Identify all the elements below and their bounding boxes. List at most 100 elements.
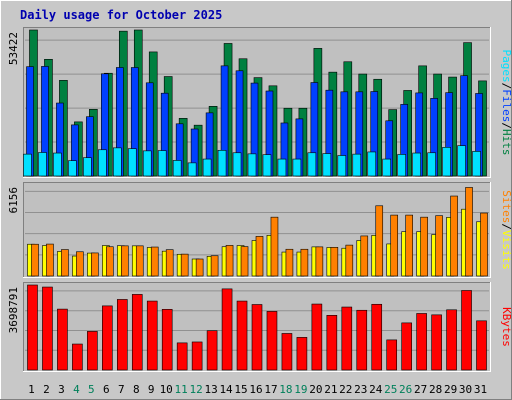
bar-kbytes-day-30 [461, 290, 472, 371]
bar-sites-day-25 [390, 214, 399, 277]
x-tick-label-9: 9 [148, 383, 155, 396]
bar-kbytes-day-24 [371, 303, 383, 371]
legend-part: / [500, 83, 512, 90]
bar-kbytes-day-10 [161, 309, 173, 371]
bar-kbytes-day-11 [176, 342, 188, 371]
bar-sites-day-20 [315, 246, 324, 277]
bar-pages-day-16 [247, 153, 257, 177]
bar-sites-day-2 [46, 243, 54, 277]
bar-kbytes-day-25 [386, 339, 398, 371]
bar-kbytes-day-1 [27, 284, 38, 371]
bars [23, 29, 487, 177]
bar-sites-day-4 [76, 251, 84, 277]
x-tick-label-18: 18 [279, 383, 292, 396]
x-tick-label-17: 17 [264, 383, 277, 396]
bar-kbytes-day-13 [206, 330, 218, 371]
bar-kbytes-day-15 [236, 300, 248, 371]
panel-3: 3698791 KBytes [7, 282, 512, 372]
panel-1: 53422 Pages/Files/Hits [7, 27, 512, 178]
bar-pages-day-21 [322, 153, 332, 177]
y-max-label: 3698791 [7, 287, 20, 333]
bar-kbytes-day-17 [266, 311, 278, 371]
bar-sites-day-19 [300, 248, 309, 277]
x-tick-label-30: 30 [459, 383, 472, 396]
bar-sites-day-16 [255, 236, 264, 277]
bar-pages-day-10 [157, 150, 167, 177]
x-tick-label-16: 16 [249, 383, 262, 396]
bar-kbytes-day-6 [102, 305, 113, 371]
bar-pages-day-29 [442, 147, 451, 177]
bar-pages-day-24 [367, 151, 377, 177]
bar-sites-day-24 [375, 205, 384, 277]
bar-sites-day-29 [450, 195, 458, 277]
x-tick-label-7: 7 [118, 383, 125, 396]
bar-pages-day-25 [382, 158, 392, 177]
bar-kbytes-day-3 [57, 308, 68, 371]
bar-pages-day-18 [277, 158, 287, 177]
bar-pages-day-6 [98, 149, 107, 177]
bar-kbytes-day-14 [221, 288, 233, 371]
bar-sites-day-1 [31, 243, 39, 277]
bar-pages-day-30 [457, 145, 466, 177]
bar-pages-day-31 [472, 151, 481, 177]
bar-pages-day-5 [83, 157, 92, 177]
x-tick-label-2: 2 [43, 383, 50, 396]
x-tick-label-31: 31 [474, 383, 487, 396]
bar-sites-day-7 [120, 245, 129, 277]
x-tick-label-5: 5 [88, 383, 95, 396]
bar-kbytes-day-2 [42, 286, 53, 371]
bar-kbytes-day-28 [431, 314, 442, 371]
legend-part: Files [500, 89, 512, 122]
bar-kbytes-day-8 [131, 294, 143, 371]
bar-pages-day-23 [352, 153, 362, 177]
y-max-label: 53422 [7, 32, 20, 65]
bar-pages-day-11 [172, 160, 182, 177]
bar-sites-day-22 [345, 244, 354, 277]
bar-sites-day-13 [210, 255, 219, 277]
legend-part: Visits [500, 230, 512, 270]
bar-pages-day-28 [427, 152, 436, 177]
panel-2: 6156 Sites/Visits [7, 182, 512, 278]
bar-kbytes-day-31 [476, 320, 487, 371]
x-tick-label-20: 20 [309, 383, 322, 396]
x-tick-label-29: 29 [444, 383, 457, 396]
bar-kbytes-day-7 [116, 299, 128, 371]
chart-title: Daily usage for October 2025 [20, 8, 222, 22]
bar-sites-day-14 [225, 245, 234, 277]
x-tick-label-15: 15 [234, 383, 247, 396]
bar-sites-day-9 [150, 246, 159, 277]
bar-pages-day-13 [202, 158, 212, 177]
y-max-label: 6156 [7, 187, 20, 214]
bar-sites-day-6 [106, 246, 114, 277]
bar-pages-day-14 [217, 150, 227, 177]
x-tick-label-25: 25 [384, 383, 397, 396]
bar-kbytes-day-4 [72, 343, 83, 371]
x-tick-label-14: 14 [219, 383, 233, 396]
bar-sites-day-5 [91, 252, 99, 277]
bar-sites-day-10 [165, 249, 174, 277]
bar-kbytes-day-23 [356, 309, 368, 371]
bar-pages-day-22 [337, 155, 347, 177]
bar-pages-day-9 [142, 150, 152, 177]
bar-pages-day-20 [307, 152, 317, 177]
legend-label: Sites/Visits [500, 190, 512, 270]
legend-part: Sites [500, 190, 512, 223]
bar-pages-day-4 [68, 160, 77, 177]
bar-sites-day-8 [135, 245, 144, 277]
bar-pages-day-19 [292, 158, 302, 177]
x-tick-label-28: 28 [429, 383, 442, 396]
legend-label: Pages/Files/Hits [500, 50, 512, 156]
bars [27, 284, 487, 371]
x-tick-label-1: 1 [28, 383, 35, 396]
bar-sites-day-23 [360, 235, 369, 277]
bar-kbytes-day-29 [446, 309, 457, 371]
bar-pages-day-27 [412, 152, 421, 177]
bar-sites-day-30 [465, 187, 473, 277]
bar-sites-day-18 [285, 248, 294, 277]
bar-kbytes-day-12 [191, 341, 203, 371]
legend-part: / [500, 223, 512, 230]
x-tick-label-4: 4 [73, 383, 80, 396]
x-tick-label-23: 23 [354, 383, 367, 396]
